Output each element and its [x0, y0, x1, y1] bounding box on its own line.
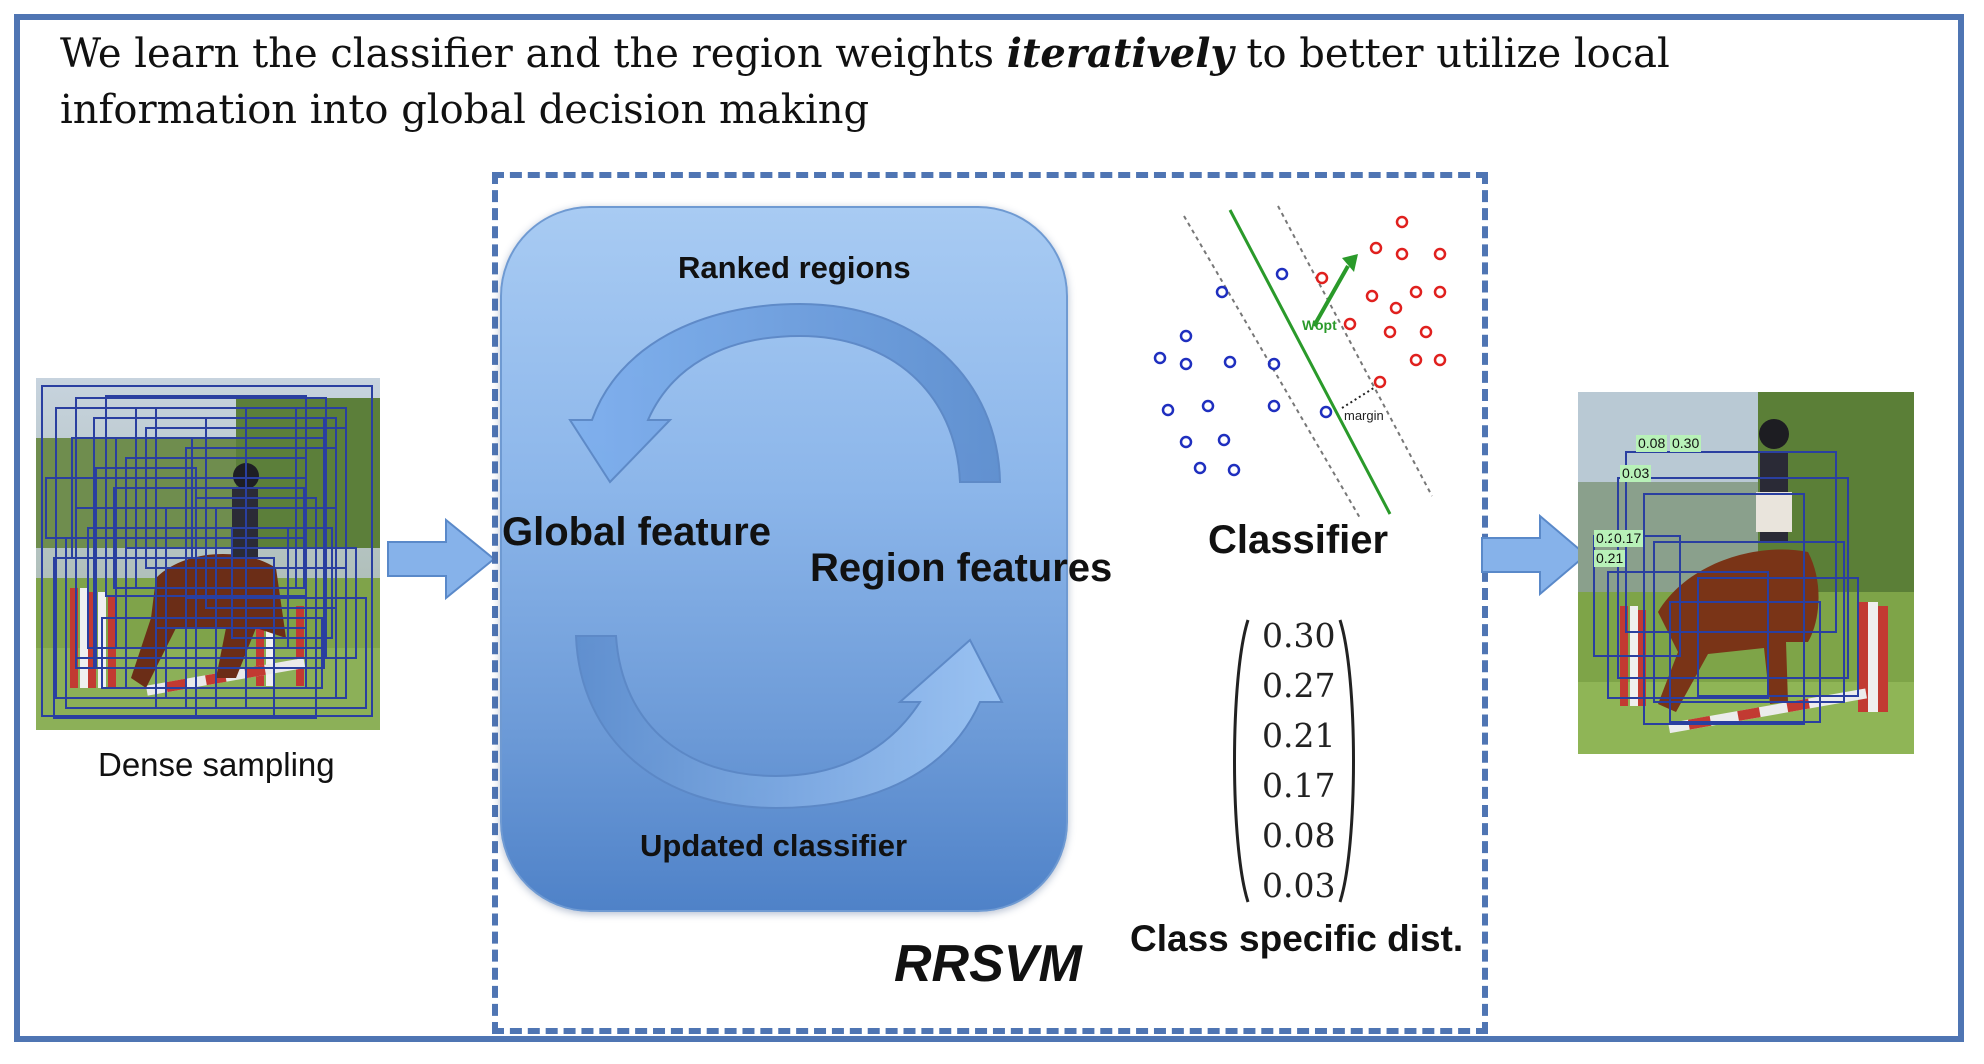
dense-sampling-image [36, 378, 380, 730]
weight-tag-3: 0.03 [1620, 465, 1652, 482]
ranked-regions-label: Ranked regions [678, 250, 911, 285]
rrsvm-box [492, 172, 1488, 1034]
weight-tag-5: 0.17 [1612, 530, 1644, 547]
headline: We learn the classifier and the region w… [60, 26, 1860, 138]
output-arrow [1481, 513, 1588, 597]
input-arrow [387, 517, 496, 601]
weight-value-3: 0.21 [1262, 716, 1336, 755]
cycle-arrow-bottom [574, 635, 1004, 810]
svm-classifier-plot: Wopt margin [1153, 205, 1447, 519]
classifier-caption: Classifier [1208, 518, 1389, 562]
distribution-caption: Class specific dist. [1130, 918, 1464, 959]
headline-text-start: We learn the classifier and the region w… [60, 31, 1007, 77]
weight-value-6: 0.03 [1262, 866, 1336, 905]
weight-value-5: 0.08 [1262, 816, 1336, 855]
dense-sampling-caption: Dense sampling [98, 746, 335, 783]
region-features-label: Region features [810, 546, 1113, 590]
weight-vector-label: Wopt [1302, 317, 1337, 333]
weight-value-2: 0.27 [1262, 666, 1336, 705]
weight-tag-4: 0.2 [1594, 530, 1618, 547]
margin-label: margin [1344, 408, 1384, 423]
headline-line-2: information into global decision making [60, 87, 870, 133]
method-name: RRSVM [894, 935, 1082, 993]
weight-value-4: 0.17 [1262, 766, 1336, 805]
headline-emphasis: iteratively [1006, 30, 1234, 77]
cycle-arrow-top [568, 302, 1002, 484]
weighted-regions-image: 0.08 0.30 0.03 0.2 0.17 0.21 [1578, 392, 1914, 754]
global-feature-label: Global feature [502, 510, 771, 554]
updated-classifier-label: Updated classifier [640, 828, 908, 863]
headline-text-end: to better utilize local [1233, 31, 1670, 77]
region-weight-vector: 0.30 0.27 0.21 0.17 0.08 0.03 [1226, 616, 1362, 906]
weight-value-1: 0.30 [1262, 616, 1336, 655]
weight-tag-1: 0.08 [1636, 435, 1668, 452]
weight-tag-2: 0.30 [1670, 435, 1702, 452]
weight-tag-6: 0.21 [1594, 550, 1626, 567]
